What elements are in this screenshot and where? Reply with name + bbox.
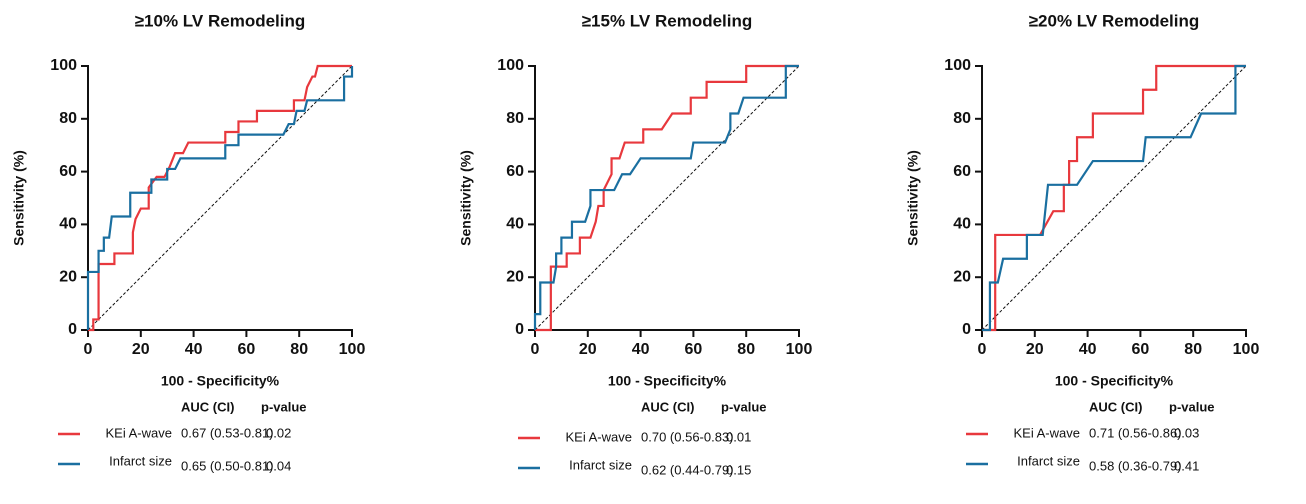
x-tick-label: 80 [1184,341,1202,358]
x-tick-label: 60 [238,341,256,358]
roc-curve [86,66,354,330]
y-tick-label: 100 [497,57,524,74]
legend-auc: 0.67 (0.53-0.81) [181,425,274,440]
legend-label: Infarct size [569,457,632,472]
x-tick-label: 20 [132,341,150,358]
y-tick-label: 20 [953,268,971,285]
legend-header: AUC (CI) [641,399,694,414]
legend-label: KEi A-wave [566,429,632,444]
x-tick-label: 100 [339,341,366,358]
x-tick-label: 40 [185,341,203,358]
x-axis-label: 100 - Specificity% [608,373,727,389]
x-tick-label: 0 [84,341,93,358]
legend-auc: 0.65 (0.50-0.81) [181,458,274,473]
y-tick-label: 60 [953,163,971,180]
x-tick-label: 80 [290,341,308,358]
legend-header: p-value [261,399,307,414]
legend-header: AUC (CI) [1089,399,1142,414]
legend-auc: 0.71 (0.56-0.86) [1089,425,1182,440]
legend-p-value: 0.02 [266,425,291,440]
legend-p-value: 0.41 [1174,458,1199,473]
roc-curve [88,64,352,332]
roc-curve [533,64,799,330]
y-tick-label: 20 [506,268,524,285]
y-axis-label: Sensitivity (%) [905,150,921,246]
legend-header: p-value [721,399,767,414]
legend-p-value: 0.01 [726,429,751,444]
y-tick-label: 100 [50,57,77,74]
y-tick-label: 100 [944,57,971,74]
x-tick-label: 100 [1233,341,1260,358]
legend-p-value: 0.04 [266,458,291,473]
reference-line [534,65,800,331]
legend-label: Infarct size [109,453,172,468]
legend-auc: 0.70 (0.56-0.83) [641,429,734,444]
roc-curve [982,64,1246,332]
legend-label: Infarct size [1017,453,1080,468]
y-tick-label: 40 [506,216,524,233]
chart-title: ≥15% LV Remodeling [582,11,753,30]
legend-auc: 0.62 (0.44-0.79) [641,462,734,477]
y-tick-label: 40 [953,216,971,233]
reference-line [981,65,1247,331]
y-tick-label: 80 [59,110,77,127]
x-tick-label: 100 [786,341,813,358]
y-axis-label: Sensitivity (%) [458,150,474,246]
legend-p-value: 0.03 [1174,425,1199,440]
legend-header: p-value [1169,399,1215,414]
x-tick-label: 40 [632,341,650,358]
chart-title: ≥20% LV Remodeling [1029,11,1200,30]
y-tick-label: 0 [962,321,971,338]
x-axis-label: 100 - Specificity% [1055,373,1174,389]
x-tick-label: 60 [685,341,703,358]
x-axis-label: 100 - Specificity% [161,373,280,389]
x-tick-label: 0 [531,341,540,358]
y-tick-label: 40 [59,216,77,233]
y-tick-label: 80 [506,110,524,127]
legend-label: KEi A-wave [106,425,172,440]
x-tick-label: 60 [1132,341,1150,358]
x-tick-label: 0 [978,341,987,358]
y-tick-label: 20 [59,268,77,285]
reference-line [87,65,353,331]
legend-auc: 0.58 (0.36-0.79) [1089,458,1182,473]
y-tick-label: 60 [506,163,524,180]
roc-curve [535,64,799,332]
y-tick-label: 80 [953,110,971,127]
x-tick-label: 80 [737,341,755,358]
y-tick-label: 0 [68,321,77,338]
legend-p-value: 0.15 [726,462,751,477]
legend-header: AUC (CI) [181,399,234,414]
y-tick-label: 0 [515,321,524,338]
x-tick-label: 20 [1026,341,1044,358]
legend-label: KEi A-wave [1014,425,1080,440]
chart-title: ≥10% LV Remodeling [135,11,306,30]
x-tick-label: 20 [579,341,597,358]
y-tick-label: 60 [59,163,77,180]
y-axis-label: Sensitivity (%) [11,150,27,246]
x-tick-label: 40 [1079,341,1097,358]
